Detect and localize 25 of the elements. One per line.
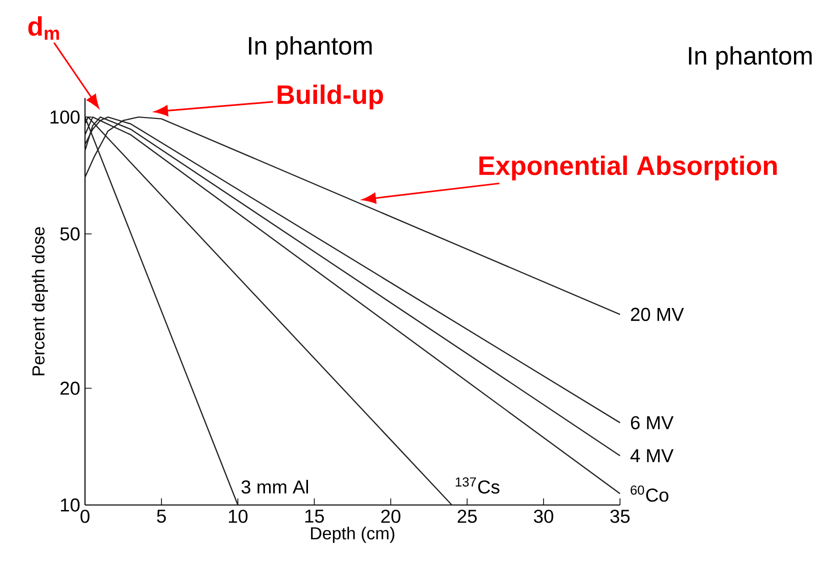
x-tick-label: 30 — [534, 510, 554, 523]
series-label: 6 MV — [630, 416, 674, 430]
series-label: $^{60}$Co — [630, 485, 668, 502]
y-tick-label: 100 — [50, 110, 80, 124]
x-tick-label: 0 — [80, 510, 90, 523]
series-label: 20 MV — [630, 308, 684, 322]
y-tick-label: 50 — [60, 227, 80, 240]
series-label: 4 MV — [630, 449, 674, 462]
x-axis-title: Depth (cm) — [311, 526, 394, 543]
y-tick-label: 10 — [60, 498, 80, 512]
x-tick-label: 35 — [610, 510, 630, 523]
series-label: $^{137}$Cs — [456, 477, 500, 494]
text: d$_{m}$ — [28, 16, 59, 40]
x-tick-label: 10 — [228, 510, 248, 523]
text: In phantom — [688, 46, 812, 70]
x-tick-label: 15 — [305, 510, 324, 523]
y-tick-label: 20 — [60, 382, 80, 395]
annotation: Build-up — [278, 84, 383, 110]
text: In phantom — [248, 36, 372, 60]
y-axis-title: Percent depth dose — [32, 227, 48, 376]
x-tick-label: 25 — [458, 510, 477, 523]
annotation: Exponential Absorption — [479, 156, 777, 180]
series-label: 3 mm Al — [242, 480, 308, 494]
x-tick-label: 20 — [381, 510, 400, 523]
x-tick-label: 5 — [156, 510, 166, 523]
